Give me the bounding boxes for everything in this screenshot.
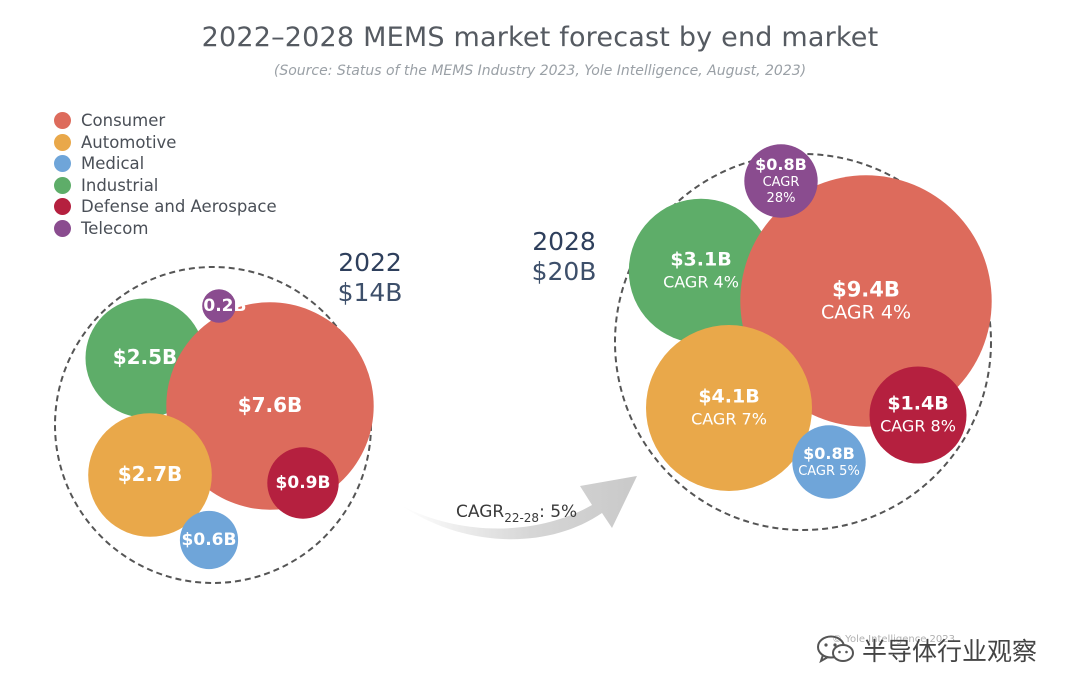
- bubble-value-consumer-2028: $9.4B: [832, 277, 900, 301]
- bubble-value-medical-2022: $0.6B: [182, 530, 237, 550]
- bubble-cagr-telecom-2028-1: 28%: [767, 191, 796, 206]
- legend-swatch-consumer: [54, 112, 71, 130]
- cagr-arrow-label: CAGR22-28: 5%: [456, 502, 577, 525]
- legend-swatch-defense: [54, 198, 71, 216]
- chart-subtitle: (Source: Status of the MEMS Industry 202…: [273, 63, 807, 79]
- wechat-icon: [817, 635, 854, 664]
- bubble-value-industrial-2022: $2.5B: [113, 345, 178, 369]
- legend-item-consumer: Consumer: [54, 110, 277, 132]
- legend-label-industrial: Industrial: [81, 175, 159, 195]
- bubble-circle-telecom-2028: [744, 144, 818, 218]
- bubble-automotive-2028: $4.1B CAGR 7%: [646, 325, 812, 491]
- bubble-value-telecom-2022: $0.2B: [192, 296, 247, 316]
- year-2028-total: $20B: [531, 257, 597, 286]
- legend-item-telecom: Telecom: [54, 218, 277, 240]
- legend-swatch-medical: [54, 155, 71, 173]
- legend-item-defense: Defense and Aerospace: [54, 196, 277, 218]
- bubble-circle-medical-2022: [179, 510, 239, 570]
- bubble-cagr-medical-2028: CAGR 5%: [798, 464, 860, 479]
- cagr-arrow-subscript: 22-28: [504, 511, 539, 525]
- legend-label-medical: Medical: [81, 154, 145, 174]
- bubble-value-defense-and-aerospace-2022: $0.9B: [276, 473, 331, 493]
- watermark: 半导体行业观察: [816, 632, 1037, 668]
- bubble-value-medical-2028: $0.8B: [803, 444, 855, 463]
- bubble-automotive-2022: $2.7B: [88, 413, 212, 537]
- bubble-circle-automotive-2022: [88, 413, 212, 537]
- bubble-circle-medical-2028: [792, 425, 866, 499]
- bubble-defense-and-aerospace-2028: $1.4B CAGR 8%: [869, 366, 967, 464]
- year-2028-label: 2028 $20B: [524, 227, 604, 287]
- watermark-text: 半导体行业观察: [862, 637, 1038, 666]
- bubble-cagr-industrial-2028: CAGR 4%: [663, 273, 739, 292]
- bubble-circle-consumer-2028: [740, 175, 992, 427]
- cagr-arrow-text: CAGR: [456, 502, 504, 522]
- legend-item-automotive: Automotive: [54, 132, 277, 154]
- legend-label-consumer: Consumer: [81, 111, 166, 131]
- legend-label-defense: Defense and Aerospace: [81, 197, 277, 217]
- bubble-industrial-2028: $3.1B CAGR 4%: [628, 198, 774, 344]
- bubble-value-automotive-2022: $2.7B: [118, 462, 183, 486]
- legend-label-automotive: Automotive: [81, 132, 177, 152]
- legend-item-industrial: Industrial: [54, 175, 277, 197]
- year-2022-total: $14B: [337, 278, 403, 307]
- bubble-value-industrial-2028: $3.1B: [670, 249, 731, 271]
- bubble-defense-and-aerospace-2022: $0.9B: [267, 447, 339, 519]
- year-2022-year: 2022: [338, 248, 402, 277]
- legend-item-medical: Medical: [54, 153, 277, 175]
- legend: Consumer Automotive Medical Industrial D…: [54, 110, 277, 239]
- legend-swatch-automotive: [54, 133, 71, 151]
- bubble-cagr-consumer-2028: CAGR 4%: [821, 301, 911, 323]
- bubble-value-consumer-2022: $7.6B: [238, 393, 303, 417]
- bubble-cagr-telecom-2028: CAGR: [763, 175, 800, 190]
- bubble-medical-2022: $0.6B: [179, 510, 239, 570]
- bubble-circle-telecom-2022: [202, 289, 236, 323]
- legend-swatch-industrial: [54, 176, 71, 194]
- bubble-value-defense-and-aerospace-2028: $1.4B: [887, 393, 948, 415]
- watermark-copyright: © Yole Intelligence 2023: [832, 634, 955, 645]
- bubble-circle-defense-and-aerospace-2022: [267, 447, 339, 519]
- bubble-cagr-defense-and-aerospace-2028: CAGR 8%: [880, 417, 956, 436]
- legend-label-telecom: Telecom: [81, 218, 149, 238]
- chart-title: 2022–2028 MEMS market forecast by end ma…: [201, 22, 879, 53]
- bubble-circle-automotive-2028: [646, 325, 812, 491]
- year-2028-year: 2028: [532, 227, 596, 256]
- bubble-value-telecom-2028: $0.8B: [755, 155, 807, 174]
- bubble-circle-industrial-2028: [628, 198, 774, 344]
- bubble-circle-defense-and-aerospace-2028: [869, 366, 967, 464]
- bubble-value-automotive-2028: $4.1B: [698, 386, 759, 408]
- cagr-arrow: [402, 476, 637, 540]
- bubble-telecom-2022: $0.2B: [192, 289, 247, 323]
- legend-swatch-telecom: [54, 219, 71, 237]
- bubble-cagr-automotive-2028: CAGR 7%: [691, 410, 767, 429]
- cagr-arrow-value: : 5%: [539, 502, 577, 522]
- year-2022-label: 2022 $14B: [330, 248, 410, 308]
